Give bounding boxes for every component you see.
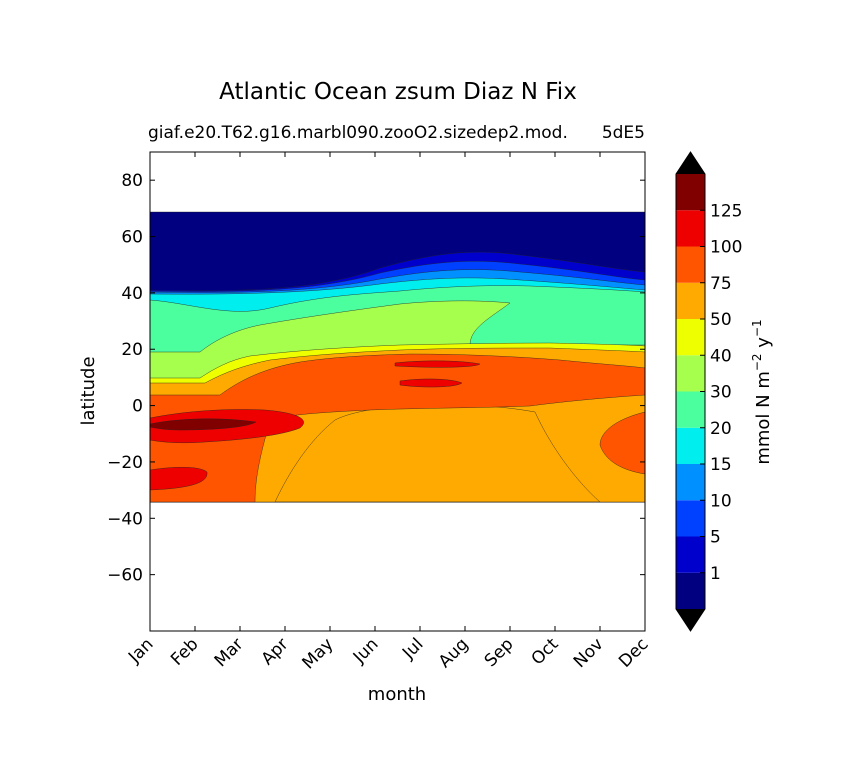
plot-frame xyxy=(149,151,646,632)
y-tick-label: −40 xyxy=(107,509,143,529)
contour-field xyxy=(150,211,645,503)
colorbar-segment xyxy=(676,500,705,537)
colorbar-tick-label: 75 xyxy=(710,274,732,294)
x-tick-label: Sep xyxy=(481,634,518,671)
colorbar-segment xyxy=(676,464,705,501)
chart-subtitle: giaf.e20.T62.g16.marbl090.zooO2.sizedep2… xyxy=(148,123,568,143)
y-tick-label: −60 xyxy=(107,566,143,586)
y-tick-label: 80 xyxy=(121,171,143,191)
contour-level-11 xyxy=(150,418,257,431)
x-tick-label: Apr xyxy=(258,634,293,669)
y-axis: 80 60 40 20 0 −20 −40 −60 xyxy=(107,171,645,586)
colorbar-label-exp2: −1 xyxy=(750,319,764,337)
colorbar-tick-label: 1 xyxy=(710,564,721,584)
y-tick-label: −20 xyxy=(107,453,143,473)
colorbar-extend-min xyxy=(676,609,705,631)
chart-title: Atlantic Ocean zsum Diaz N Fix xyxy=(219,79,577,105)
colorbar-tick-label: 100 xyxy=(710,238,742,258)
colorbar-label-exp1: −2 xyxy=(750,353,764,371)
chart-subtitle-suffix: 5dE5 xyxy=(602,123,645,143)
colorbar-tick-label: 20 xyxy=(710,419,732,439)
x-axis-label: month xyxy=(368,684,426,705)
contour-level-10-b xyxy=(150,467,208,491)
colorbar xyxy=(675,151,706,632)
colorbar-segment xyxy=(676,210,705,247)
contour-level-10-d xyxy=(399,378,463,388)
colorbar-segment xyxy=(676,246,705,283)
x-tick-label: Nov xyxy=(570,634,608,672)
colorbar-label-main: mmol N m xyxy=(753,371,774,465)
x-tick-label: Jun xyxy=(349,634,383,668)
colorbar-segment xyxy=(676,427,705,464)
x-tick-label: Dec xyxy=(615,634,652,671)
x-tick-label: Jan xyxy=(124,634,157,667)
x-tick-label: Aug xyxy=(435,634,473,672)
colorbar-segment xyxy=(676,391,705,428)
colorbar-tick-label: 10 xyxy=(710,491,732,511)
contour-level-9-south xyxy=(599,411,645,475)
colorbar-segment xyxy=(676,282,705,319)
x-tick-label: May xyxy=(299,634,338,673)
y-tick-label: 20 xyxy=(121,340,143,360)
colorbar-tick-label: 50 xyxy=(710,310,732,330)
colorbar-label-unit: y xyxy=(753,337,774,354)
colorbar-segment xyxy=(676,355,705,392)
y-tick-label: 40 xyxy=(121,284,143,304)
colorbar-tick-label: 125 xyxy=(710,201,742,221)
x-tick-label: Oct xyxy=(528,634,563,669)
y-axis-label: latitude xyxy=(78,356,99,425)
y-tick-label: 60 xyxy=(121,228,143,248)
y-tick-label: 0 xyxy=(132,397,143,417)
x-tick-label: Mar xyxy=(211,634,248,671)
colorbar-segment xyxy=(676,536,705,573)
colorbar-segment xyxy=(676,572,705,609)
colorbar-tick-label: 5 xyxy=(710,528,721,548)
colorbar-tick-label: 15 xyxy=(710,455,732,475)
colorbar-segment xyxy=(676,319,705,356)
x-tick-label: Jul xyxy=(398,634,427,663)
colorbar-tick-label: 30 xyxy=(710,383,732,403)
colorbar-label: mmol N m−2 y−1 xyxy=(750,319,774,464)
colorbar-tick-label: 40 xyxy=(710,346,732,366)
colorbar-segment xyxy=(676,174,705,211)
x-tick-label: Feb xyxy=(167,634,202,669)
contour-level-10-c xyxy=(394,360,481,368)
colorbar-outline xyxy=(675,151,706,632)
colorbar-extend-max xyxy=(676,152,705,174)
